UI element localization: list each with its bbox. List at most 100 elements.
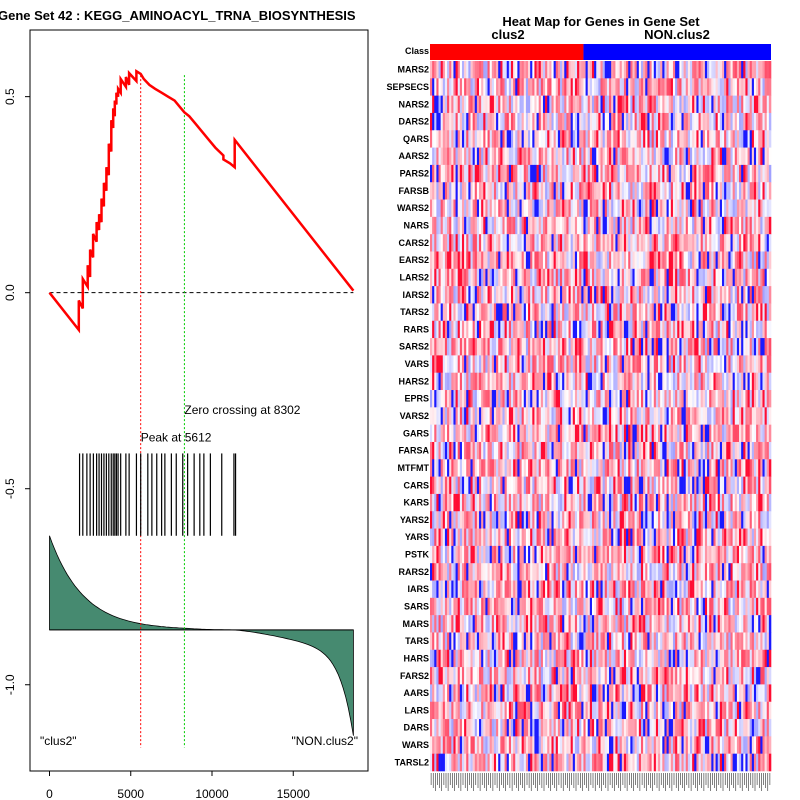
heatmap-cell xyxy=(694,303,697,322)
heatmap-cell xyxy=(609,390,612,408)
heatmap-cell xyxy=(436,61,439,79)
heatmap-cell xyxy=(545,268,548,287)
heatmap-cell xyxy=(600,216,603,235)
heatmap-cell xyxy=(709,545,712,564)
heatmap-cell xyxy=(549,459,552,477)
heatmap-cell xyxy=(762,147,765,166)
heatmap-cell xyxy=(587,234,591,252)
heatmap-cell xyxy=(589,407,593,425)
heatmap-cell xyxy=(589,320,593,339)
heatmap-cell xyxy=(694,545,697,564)
heatmap-cell xyxy=(498,528,501,547)
heatmap-cell xyxy=(506,424,510,443)
heatmap-cell xyxy=(532,234,535,252)
heatmap-cell xyxy=(444,424,448,443)
heatmap-cell xyxy=(459,164,463,183)
heatmap-cell xyxy=(675,268,678,287)
heatmap-cell xyxy=(536,182,539,200)
heatmap-cell xyxy=(496,112,499,131)
heatmap-cell xyxy=(453,441,456,460)
heatmap-cell xyxy=(591,147,595,166)
heatmap-cell xyxy=(685,268,689,287)
heatmap-cell xyxy=(707,216,710,235)
heatmap-cell xyxy=(483,441,486,460)
heatmap-cell xyxy=(596,320,599,339)
heatmap-cell xyxy=(596,268,599,287)
heatmap-cell xyxy=(542,338,546,356)
heatmap-cell xyxy=(459,563,463,581)
heatmap-cell xyxy=(560,424,563,443)
heatmap-cell xyxy=(591,320,595,339)
heatmap-cell xyxy=(577,251,580,270)
heatmap-cell xyxy=(553,251,557,270)
heatmap-cell xyxy=(640,493,644,512)
heatmap-cell xyxy=(432,424,435,443)
heatmap-cell xyxy=(634,476,638,495)
heatmap-cell xyxy=(515,355,518,374)
heatmap-cell xyxy=(457,182,461,200)
heatmap-cell xyxy=(760,95,763,114)
heatmap-cell xyxy=(717,268,721,287)
heatmap-cell xyxy=(521,441,525,460)
heatmap-cell xyxy=(649,268,652,287)
heatmap-cell xyxy=(617,545,620,564)
heatmap-cell xyxy=(589,216,593,235)
heatmap-cell xyxy=(449,320,452,339)
heatmap-cell xyxy=(598,372,601,391)
heatmap-cell xyxy=(662,441,665,460)
heatmap-cell xyxy=(470,545,473,564)
heatmap-cell xyxy=(747,511,750,529)
heatmap-cell xyxy=(568,320,571,339)
heatmap-cell xyxy=(461,112,465,131)
heatmap-cell xyxy=(523,424,527,443)
heatmap-cell xyxy=(474,511,478,529)
heatmap-cell xyxy=(447,303,450,322)
heatmap-cell xyxy=(662,303,665,322)
heatmap-cell xyxy=(732,95,736,114)
heatmap-cell xyxy=(743,95,746,114)
heatmap-cell xyxy=(611,286,614,304)
heatmap-cell xyxy=(483,61,486,79)
heatmap-cell xyxy=(542,459,546,477)
heatmap-cell xyxy=(447,545,450,564)
heatmap-cell xyxy=(647,130,650,148)
heatmap-cell xyxy=(753,164,757,183)
heatmap-cell xyxy=(583,286,586,304)
heatmap-cell xyxy=(589,268,593,287)
heatmap-cell xyxy=(756,338,759,356)
heatmap-cell xyxy=(747,199,750,218)
heatmap-cell xyxy=(734,459,738,477)
heatmap-cell xyxy=(564,390,567,408)
heatmap-cell xyxy=(647,303,650,322)
heatmap-cell xyxy=(464,251,467,270)
heatmap-cell xyxy=(489,268,493,287)
heatmap-cell xyxy=(493,528,497,547)
heatmap-cell xyxy=(700,528,704,547)
heatmap-cell xyxy=(470,268,473,287)
heatmap-cell xyxy=(715,286,719,304)
heatmap-cell xyxy=(666,234,669,252)
heatmap-cell xyxy=(534,147,537,166)
heatmap-cell xyxy=(568,164,571,183)
heatmap-cell xyxy=(664,303,667,322)
heatmap-cell xyxy=(553,78,557,96)
heatmap-cell xyxy=(513,407,516,425)
heatmap-cell xyxy=(560,407,563,425)
heatmap-cell xyxy=(496,528,499,547)
heatmap-cell xyxy=(551,286,554,304)
heatmap-cell xyxy=(655,493,659,512)
heatmap-cell xyxy=(489,320,493,339)
heatmap-cell xyxy=(615,528,618,547)
heatmap-cell xyxy=(664,390,667,408)
heatmap-cell xyxy=(468,130,471,148)
heatmap-cell xyxy=(609,199,612,218)
heatmap-cell xyxy=(626,338,629,356)
heatmap-cell xyxy=(702,251,706,270)
heatmap-cell xyxy=(600,390,603,408)
heatmap-cell xyxy=(581,251,584,270)
heatmap-cell xyxy=(476,78,480,96)
heatmap-cell xyxy=(745,286,748,304)
heatmap-cell xyxy=(594,130,597,148)
heatmap-cell xyxy=(626,511,629,529)
heatmap-cell xyxy=(719,372,723,391)
